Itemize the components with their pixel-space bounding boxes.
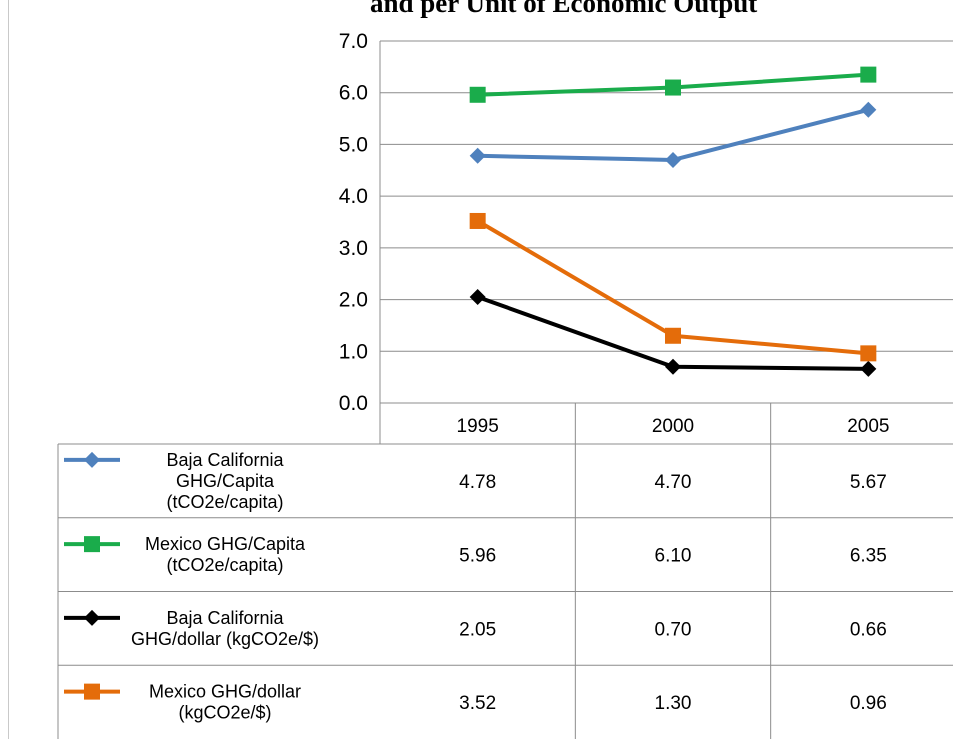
- data-point: [469, 147, 486, 164]
- legend-label: Mexico GHG/dollar: [149, 682, 301, 702]
- x-tick-label: 1995: [457, 416, 499, 437]
- legend-label: Baja California: [166, 608, 284, 628]
- data-point: [860, 360, 877, 377]
- legend-label: Mexico GHG/Capita: [145, 534, 306, 554]
- data-point: [469, 288, 486, 305]
- y-tick-label: 6.0: [339, 82, 368, 105]
- data-point: [665, 358, 681, 375]
- y-tick-label: 3.0: [339, 237, 368, 260]
- chart-title: and per Unit of Economic Output: [370, 0, 758, 18]
- data-point: [860, 345, 877, 362]
- legend-key-marker: [84, 536, 100, 553]
- x-tick-label: 2005: [847, 416, 889, 437]
- data-point: [665, 327, 681, 344]
- table-value: 5.96: [459, 546, 496, 567]
- y-tick-label: 7.0: [339, 30, 368, 53]
- left-border-line: [8, 0, 9, 739]
- legend-label: Baja California: [166, 450, 284, 470]
- y-tick-label: 4.0: [339, 185, 368, 208]
- table-value: 2.05: [459, 619, 496, 640]
- data-point: [860, 101, 877, 118]
- table-value: 6.35: [850, 546, 887, 567]
- y-tick-label: 1.0: [339, 340, 368, 363]
- table-value: 4.78: [459, 472, 496, 493]
- legend-key-marker: [84, 609, 100, 626]
- data-point: [665, 151, 681, 168]
- table-value: 5.67: [850, 472, 887, 493]
- legend-key-marker: [84, 683, 100, 700]
- data-point: [665, 79, 681, 96]
- legend-label: (tCO2e/capita): [166, 492, 283, 512]
- y-tick-label: 2.0: [339, 289, 368, 312]
- table-value: 0.70: [655, 619, 692, 640]
- legend-label: (kgCO2e/$): [178, 703, 271, 723]
- legend-label: GHG/dollar (kgCO2e/$): [131, 629, 319, 649]
- legend-label: GHG/Capita: [176, 471, 275, 491]
- x-tick-label: 2000: [652, 416, 694, 437]
- table-value: 0.66: [850, 619, 887, 640]
- data-point: [469, 86, 486, 103]
- data-point: [469, 212, 486, 229]
- y-tick-label: 5.0: [339, 133, 368, 156]
- table-value: 3.52: [459, 693, 496, 714]
- table-value: 4.70: [655, 472, 692, 493]
- table-value: 1.30: [655, 693, 692, 714]
- y-tick-label: 0.0: [339, 392, 368, 415]
- data-point: [860, 66, 877, 83]
- table-value: 0.96: [850, 693, 887, 714]
- table-value: 6.10: [655, 546, 692, 567]
- legend-label: (tCO2e/capita): [166, 555, 283, 575]
- legend-key-marker: [84, 451, 100, 468]
